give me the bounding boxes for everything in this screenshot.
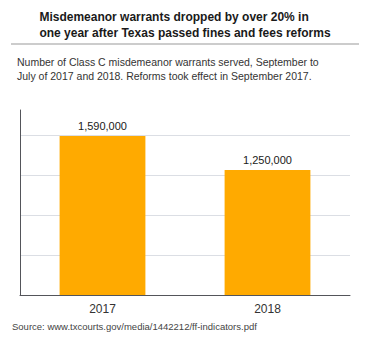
svg-text:1,590,000: 1,590,000 [78,120,127,132]
svg-text:Source: www.txcourts.gov/media: Source: www.txcourts.gov/media/1442212/f… [12,321,257,332]
svg-text:Misdemeanor warrants dropped b: Misdemeanor warrants dropped by over 20%… [39,10,308,24]
svg-text:2017: 2017 [89,302,116,316]
svg-text:1,250,000: 1,250,000 [243,154,292,166]
svg-text:2018: 2018 [254,302,281,316]
svg-text:July of 2017 and 2018. Reforms: July of 2017 and 2018. Reforms took effe… [17,70,312,82]
svg-text:Number of Class C misdemeanor: Number of Class C misdemeanor warrants s… [17,56,319,68]
svg-text:one year after Texas passed fi: one year after Texas passed fines and fe… [39,26,331,40]
